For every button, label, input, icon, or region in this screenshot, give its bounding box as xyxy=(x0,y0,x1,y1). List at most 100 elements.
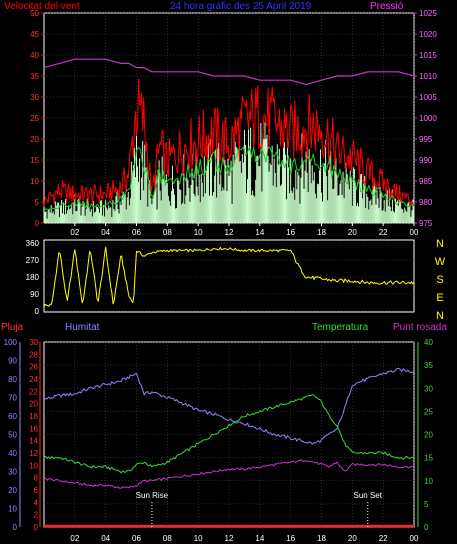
climate-x-tick-label: 08 xyxy=(163,534,172,543)
pressure-title: Pressió xyxy=(370,1,404,12)
climate-x-tick-label: 22 xyxy=(379,534,388,543)
wind-gust-line xyxy=(43,78,415,207)
climate-right-axis: 0 5 10 15 20 25 30 35 40 xyxy=(424,338,433,532)
wind-tick-label: 0 xyxy=(35,219,40,228)
pressure-tick-label: 980 xyxy=(419,198,433,207)
temperature-tick-label: 40 xyxy=(424,338,433,347)
wind-x-tick-label: 04 xyxy=(101,228,110,237)
climate-x-tick-label: 00 xyxy=(410,534,419,543)
rain-tick-label: 20 xyxy=(29,400,38,409)
rain-tick-label: 30 xyxy=(29,338,38,347)
temperature-tick-label: 35 xyxy=(424,361,433,370)
rain-tick-label: 26 xyxy=(29,363,38,372)
temperature-line xyxy=(43,394,415,474)
climate-x-tick-label: 14 xyxy=(255,534,264,543)
humidity-tick-label: 70 xyxy=(8,394,17,403)
wind-x-tick-label: 20 xyxy=(348,228,357,237)
climate-x-tick-label: 12 xyxy=(225,534,234,543)
direction-tick-label: 270 xyxy=(26,256,40,265)
temperature-tick-label: 25 xyxy=(424,407,433,416)
pressure-tick-label: 990 xyxy=(419,156,433,165)
sunrise-label: Sun Rise xyxy=(136,491,169,500)
rain-tick-label: 28 xyxy=(29,350,38,359)
wind-average-line xyxy=(43,146,415,212)
temperature-tick-label: 10 xyxy=(424,477,433,486)
temperature-tick-label: 15 xyxy=(424,454,433,463)
wind-tick-label: 50 xyxy=(30,9,39,18)
humidity-tick-label: 100 xyxy=(4,338,18,347)
direction-grid xyxy=(44,242,414,312)
center-title: 24 hora gràfic des 25 April 2019 xyxy=(170,1,312,12)
humidity-tick-label: 30 xyxy=(8,468,17,477)
rain-tick-label: 12 xyxy=(29,449,38,458)
climate-x-tick-label: 04 xyxy=(101,534,110,543)
pressure-line xyxy=(43,58,415,86)
wind-x-tick-label: 16 xyxy=(286,228,295,237)
wind-tick-label: 15 xyxy=(30,156,39,165)
wind-tick-label: 5 xyxy=(35,198,40,207)
wind-x-tick-label: 18 xyxy=(317,228,326,237)
direction-tick-label: 0 xyxy=(35,307,40,316)
temperature-tick-label: 0 xyxy=(424,523,429,532)
pressure-tick-label: 995 xyxy=(419,135,433,144)
wind-tick-label: 20 xyxy=(30,135,39,144)
wind-x-tick-label: 12 xyxy=(225,228,234,237)
climate-x-tick-label: 02 xyxy=(70,534,79,543)
pressure-tick-label: 1005 xyxy=(419,93,437,102)
rain-tick-label: 10 xyxy=(29,461,38,470)
temperature-tick-label: 5 xyxy=(424,500,429,509)
direction-compass-s: S xyxy=(436,274,443,286)
wind-x-tick-label: 22 xyxy=(379,228,388,237)
rain-tick-label: 14 xyxy=(29,437,38,446)
humidity-tick-label: 50 xyxy=(8,431,17,440)
climate-marks: Sun Rise Sun Set xyxy=(43,367,415,528)
wind-tick-label: 35 xyxy=(30,72,39,81)
wind-x-tick-label: 08 xyxy=(163,228,172,237)
pressure-tick-label: 1015 xyxy=(419,51,437,60)
wind-x-tick-label: 00 xyxy=(410,228,419,237)
temperature-title: Temperatura xyxy=(312,322,369,333)
wind-title: Velocitat del vent xyxy=(4,1,80,12)
humidity-tick-label: 40 xyxy=(8,449,17,458)
wind-marks xyxy=(43,58,415,223)
humidity-tick-label: 80 xyxy=(8,375,17,384)
direction-tick-label: 90 xyxy=(30,290,39,299)
direction-compass-n: N xyxy=(436,238,444,250)
pressure-tick-label: 1000 xyxy=(419,114,437,123)
wind-tick-label: 25 xyxy=(30,114,39,123)
climate-x-tick-label: 06 xyxy=(132,534,141,543)
wind-left-axis: 0 5 10 15 20 25 30 35 40 45 50 xyxy=(30,9,44,228)
direction-frame xyxy=(43,239,415,313)
direction-tick-label: 360 xyxy=(26,239,40,248)
pressure-tick-label: 1010 xyxy=(419,72,437,81)
rain-tick-label: 6 xyxy=(34,486,39,495)
rain-tick-label: 8 xyxy=(34,474,39,483)
rain-tick-label: 22 xyxy=(29,387,38,396)
humidity-tick-label: 60 xyxy=(8,412,17,421)
climate-x-axis: 02 04 06 08 10 12 14 16 18 20 22 00 xyxy=(70,534,419,543)
direction-left-axis: 0 90 180 270 360 xyxy=(26,239,40,316)
rain-tick-label: 4 xyxy=(34,498,39,507)
climate-panel: 0102030405060708090100024681012141618202… xyxy=(4,338,434,543)
climate-x-tick-label: 10 xyxy=(194,534,203,543)
rain-tick-label: 0 xyxy=(34,523,39,532)
humidity-line xyxy=(43,367,415,445)
wind-x-tick-label: 10 xyxy=(194,228,203,237)
climate-left-axes: 0102030405060708090100024681012141618202… xyxy=(4,338,39,532)
wind-x-tick-label: 06 xyxy=(132,228,141,237)
sunset-label: Sun Set xyxy=(354,491,383,500)
humidity-tick-label: 90 xyxy=(8,357,17,366)
humidity-tick-label: 10 xyxy=(8,505,17,514)
wind-tick-label: 10 xyxy=(30,177,39,186)
dewpoint-title: Punt rosada xyxy=(393,322,447,333)
wind-x-axis: 02 04 06 08 10 12 14 16 18 20 22 00 xyxy=(70,223,419,237)
temperature-tick-label: 30 xyxy=(424,384,433,393)
pressure-right-axis: 975 980 985 990 995 1000 1005 1010 1015 1020 1025 xyxy=(414,9,437,228)
climate-x-tick-label: 20 xyxy=(348,534,357,543)
rain-tick-label: 2 xyxy=(34,511,39,520)
wind-tick-label: 40 xyxy=(30,51,39,60)
direction-marks xyxy=(43,246,415,307)
climate-x-tick-label: 18 xyxy=(317,534,326,543)
